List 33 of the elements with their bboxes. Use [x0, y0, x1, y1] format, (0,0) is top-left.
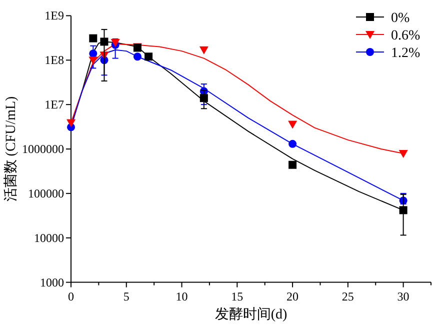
point [89, 34, 98, 42]
legend-label: 0% [391, 11, 410, 26]
y-tick-label: 100000 [28, 186, 64, 200]
point [288, 140, 297, 148]
point [144, 52, 153, 61]
y-tick-label: 1E8 [44, 53, 64, 68]
point [133, 52, 142, 61]
y-tick-label: 10000 [34, 230, 64, 245]
point [199, 46, 208, 54]
y-tick-label: 1000000 [22, 142, 64, 156]
point [89, 50, 98, 58]
point [200, 94, 208, 102]
point [66, 119, 76, 128]
point [88, 56, 98, 65]
y-tick-label: 1000 [40, 275, 64, 290]
y-tick-label: 1E7 [44, 98, 64, 112]
legend-label: 1.2% [391, 46, 420, 61]
y-axis-title: 活菌数 (CFU/mL) [3, 96, 19, 202]
y-tick-label: 1E9 [44, 8, 64, 23]
point [399, 206, 408, 214]
x-tick-label: 25 [342, 289, 354, 304]
x-axis-title: 发酵时间(d) [214, 306, 288, 322]
point [288, 160, 297, 169]
x-tick-label: 0 [68, 289, 74, 304]
point [100, 38, 108, 46]
x-tick-label: 15 [231, 289, 244, 304]
x-tick-label: 10 [176, 289, 188, 304]
point [398, 150, 408, 158]
legend-label: 0.6% [391, 28, 420, 44]
x-tick-label: 20 [286, 289, 299, 304]
x-tick-label: 5 [123, 289, 130, 304]
point [288, 120, 298, 129]
x-tick-label: 30 [397, 289, 410, 304]
